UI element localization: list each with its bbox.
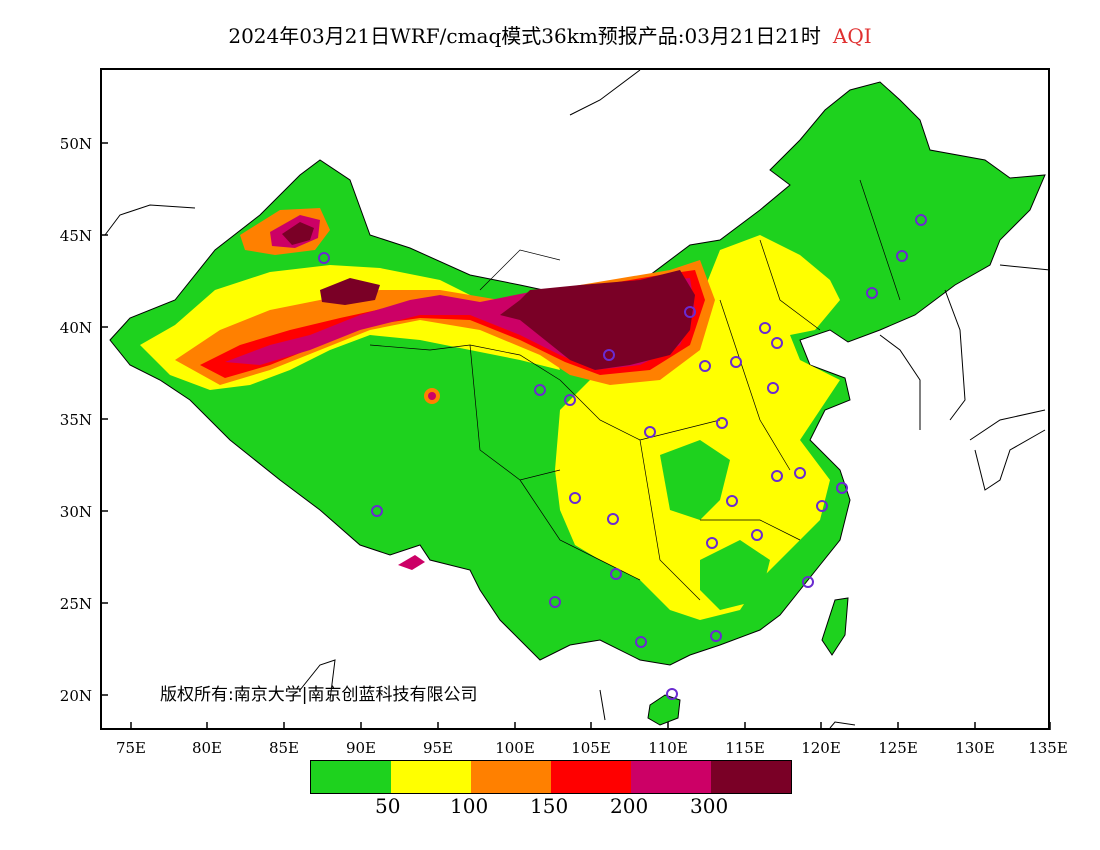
legend-swatch-unhealthy-sensitive bbox=[471, 761, 551, 793]
legend-label: 200 bbox=[610, 794, 649, 818]
province-boundaries bbox=[369, 179, 901, 601]
lon-label: 90E bbox=[346, 739, 376, 757]
lat-label: 20N bbox=[60, 687, 92, 705]
lon-label: 75E bbox=[116, 739, 146, 757]
legend-swatch-unhealthy bbox=[551, 761, 631, 793]
legend-swatch-moderate bbox=[391, 761, 471, 793]
copyright-note: 版权所有:南京大学|南京创蓝科技有限公司 bbox=[160, 685, 478, 705]
legend-swatch-hazardous bbox=[711, 761, 791, 793]
lat-label: 50N bbox=[60, 135, 92, 153]
lon-label: 125E bbox=[878, 739, 918, 757]
legend-swatch-good bbox=[311, 761, 391, 793]
lon-label: 110E bbox=[648, 739, 688, 757]
legend-label: 150 bbox=[530, 794, 569, 818]
lon-label: 105E bbox=[571, 739, 611, 757]
taiwan-island bbox=[821, 597, 849, 656]
lat-label: 30N bbox=[60, 503, 92, 521]
aqi-zone-good-pocket bbox=[700, 540, 770, 610]
aqi-legend bbox=[310, 760, 792, 794]
legend-swatch-very-unhealthy bbox=[631, 761, 711, 793]
map-title-main: 2024年03月21日WRF/cmaq模式36km预报产品:03月21日21时 bbox=[228, 24, 821, 48]
lat-ticks bbox=[100, 142, 108, 696]
lon-label: 115E bbox=[725, 739, 765, 757]
lat-label: 25N bbox=[60, 595, 92, 613]
lon-ticks bbox=[130, 722, 1051, 730]
aqi-zone-hazardous bbox=[500, 270, 695, 370]
coastlines bbox=[104, 69, 1051, 729]
hainan-island bbox=[647, 694, 681, 726]
legend-label: 100 bbox=[450, 794, 489, 818]
map-title: 2024年03月21日WRF/cmaq模式36km预报产品:03月21日21时 A… bbox=[0, 20, 1100, 49]
pollutant-label: AQI bbox=[832, 24, 872, 48]
lon-label: 120E bbox=[801, 739, 841, 757]
lon-label: 85E bbox=[269, 739, 299, 757]
lat-label: 40N bbox=[60, 319, 92, 337]
lon-label: 100E bbox=[495, 739, 535, 757]
lat-label: 35N bbox=[60, 411, 92, 429]
aqi-zone-hotspot bbox=[282, 222, 314, 245]
aqi-zone-hotspot bbox=[428, 392, 436, 400]
aqi-zone-good-pocket bbox=[660, 440, 730, 520]
lon-label: 130E bbox=[955, 739, 995, 757]
aqi-zone-hotspot bbox=[398, 555, 425, 570]
lon-label: 135E bbox=[1028, 739, 1068, 757]
lon-label: 95E bbox=[423, 739, 453, 757]
aqi-zone-hazardous bbox=[320, 278, 380, 305]
lon-label: 80E bbox=[192, 739, 222, 757]
legend-label: 300 bbox=[690, 794, 729, 818]
legend-label: 50 bbox=[375, 794, 401, 818]
lat-label: 45N bbox=[60, 227, 92, 245]
city-markers bbox=[318, 214, 927, 700]
